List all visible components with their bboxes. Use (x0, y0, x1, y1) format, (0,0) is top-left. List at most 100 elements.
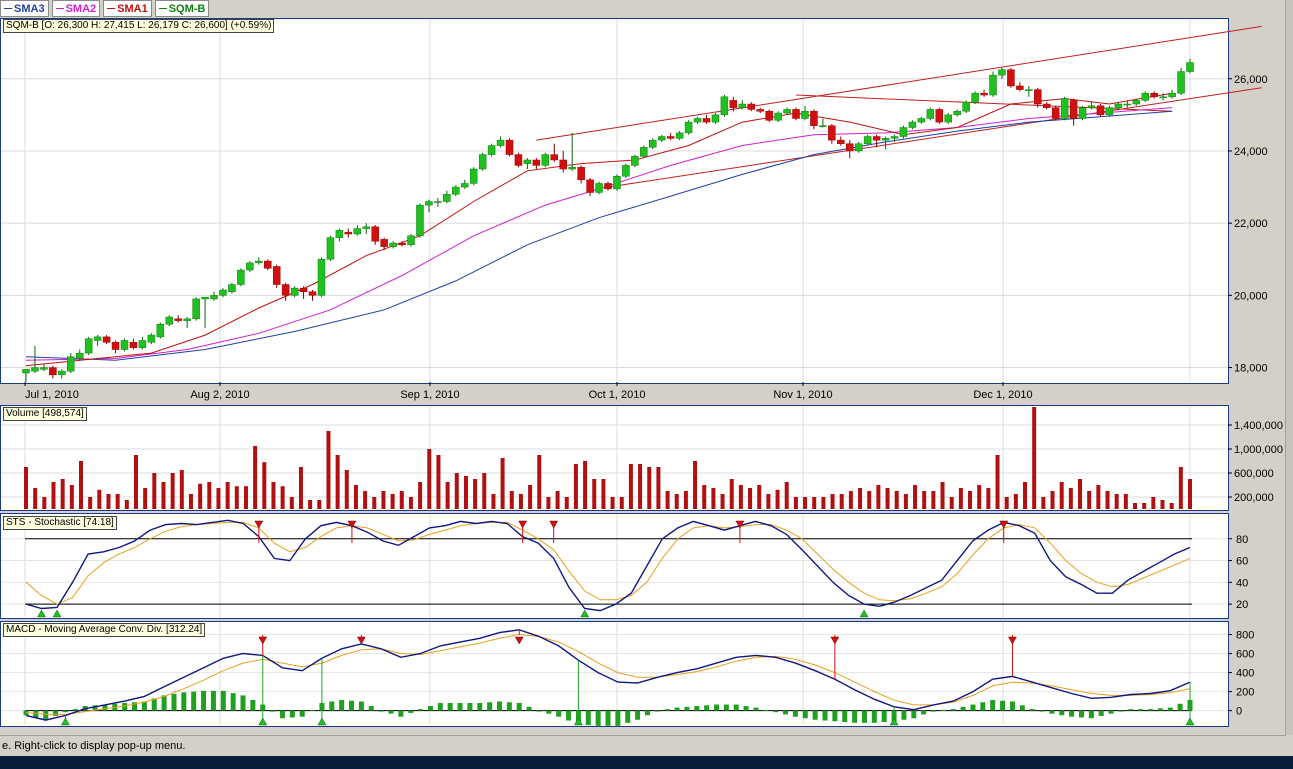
volume-bar (903, 494, 908, 509)
macd-histogram-bar (398, 710, 404, 717)
volume-bar (317, 500, 322, 509)
candle-body (505, 139, 514, 155)
volume-bar (381, 491, 386, 509)
stoch-k-line (25, 519, 1191, 612)
volume-bar (757, 485, 762, 509)
volume-bar (1142, 503, 1147, 509)
volume-bar (234, 486, 239, 509)
volume-bar (839, 494, 844, 509)
macd-histogram-bar (102, 704, 108, 711)
volume-chart[interactable]: 200,000 600,000 1,000,000 1,400,000 (0, 405, 1285, 511)
macd-histogram-bar (191, 691, 197, 711)
price-chart[interactable]: 18,000 20,000 22,000 24,000 26,000 Jul 1, 201… (0, 18, 1285, 404)
macd-histogram-bar (901, 710, 907, 720)
status-bar: e. Right-click to display pop-up menu. (0, 735, 1286, 756)
macd-histogram-bar (536, 710, 542, 712)
volume-bar (1068, 488, 1073, 509)
candle-body (434, 201, 442, 203)
macd-histogram-bar (388, 710, 394, 714)
volume-bar (619, 497, 624, 509)
macd-histogram-bar (714, 704, 720, 711)
candle-body (702, 118, 711, 123)
volume-bar (463, 476, 468, 509)
candle-body (1087, 105, 1096, 108)
macd-histogram-bar (250, 699, 256, 711)
volume-bar (830, 494, 835, 509)
legend-item-sma1[interactable]: SMA1 (103, 0, 152, 17)
candle-body (649, 139, 657, 148)
candle-body (908, 121, 917, 128)
candle-body (577, 166, 585, 181)
macd-histogram-bar (802, 710, 808, 719)
plot-area (0, 405, 1229, 511)
price-panel-label: SQM-B [O: 26,300 H: 27,415 L: 26,179 C: … (3, 19, 275, 33)
macd-histogram-bar (960, 706, 966, 711)
volume-bar (454, 473, 459, 509)
macd-histogram-bar (921, 710, 927, 715)
macd-histogram-bar (881, 710, 887, 723)
macd-histogram-bar (368, 706, 374, 711)
candle-body (75, 352, 84, 359)
volume-bar (546, 497, 551, 509)
candle-body (362, 226, 370, 229)
legend-item-sma2[interactable]: SMA2 (51, 0, 101, 17)
candle-body (58, 370, 66, 376)
right-scroll-strip[interactable] (1285, 0, 1293, 735)
volume-bar (812, 497, 817, 509)
candle-body (729, 100, 738, 108)
candle-body (684, 121, 693, 134)
stoch-sell-marker (347, 520, 357, 529)
macd-buy-marker (258, 717, 268, 726)
volume-bar (784, 482, 789, 509)
macd-histogram-bar (822, 710, 828, 721)
volume-bar (931, 491, 936, 509)
volume-bar (97, 489, 102, 509)
volume-bar (693, 461, 698, 509)
candle-body (102, 336, 111, 343)
volume-bar (977, 485, 982, 509)
legend-item-sma3[interactable]: SMA3 (0, 0, 49, 17)
candle-body (514, 154, 523, 166)
volume-bar (188, 494, 193, 509)
macd-histogram-bar (723, 704, 729, 711)
candle-body (1078, 107, 1087, 119)
macd-histogram-bar (230, 693, 236, 711)
volume-bar (445, 482, 450, 509)
candle-body (631, 156, 639, 166)
price-y-tick-label: 24,000 (1234, 146, 1268, 158)
volume-bar (922, 491, 927, 509)
volume-bar (564, 497, 569, 509)
macd-histogram-bar (427, 706, 433, 711)
macd-chart[interactable]: 0 200 400 600 800 (0, 621, 1285, 727)
candle-body (290, 287, 299, 296)
price-y-tick-label: 22,000 (1234, 218, 1268, 230)
macd-histogram-bar (980, 702, 986, 711)
volume-bar (1013, 494, 1018, 509)
macd-histogram-bar (418, 709, 424, 711)
stochastic-chart[interactable]: 20 40 60 80 (0, 513, 1285, 619)
volume-bar (1151, 497, 1156, 509)
candle-body (1025, 89, 1033, 91)
volume-bar (940, 482, 945, 509)
candle-body (854, 143, 863, 152)
stoch-buy-marker (52, 609, 62, 618)
macd-histogram-bar (1157, 708, 1163, 711)
macd-histogram-bar (950, 709, 956, 711)
volume-bar (610, 497, 615, 509)
macd-buy-marker (317, 717, 327, 726)
macd-histogram-bar (358, 701, 364, 711)
macd-histogram-bar (339, 699, 345, 711)
macd-histogram-bar (566, 710, 572, 721)
stoch-sell-marker (735, 520, 745, 529)
legend-item-sqm-b[interactable]: SQM-B (154, 0, 210, 17)
candle-body (22, 369, 30, 374)
macd-histogram-bar (437, 703, 443, 711)
candle-body (299, 287, 308, 293)
candle-body (246, 262, 254, 271)
macd-histogram-bar (92, 705, 98, 711)
candle-body (756, 109, 764, 112)
volume-bar (986, 488, 991, 509)
macd-histogram-bar (812, 710, 818, 720)
volume-bar (418, 482, 423, 509)
candle-body (219, 289, 227, 296)
